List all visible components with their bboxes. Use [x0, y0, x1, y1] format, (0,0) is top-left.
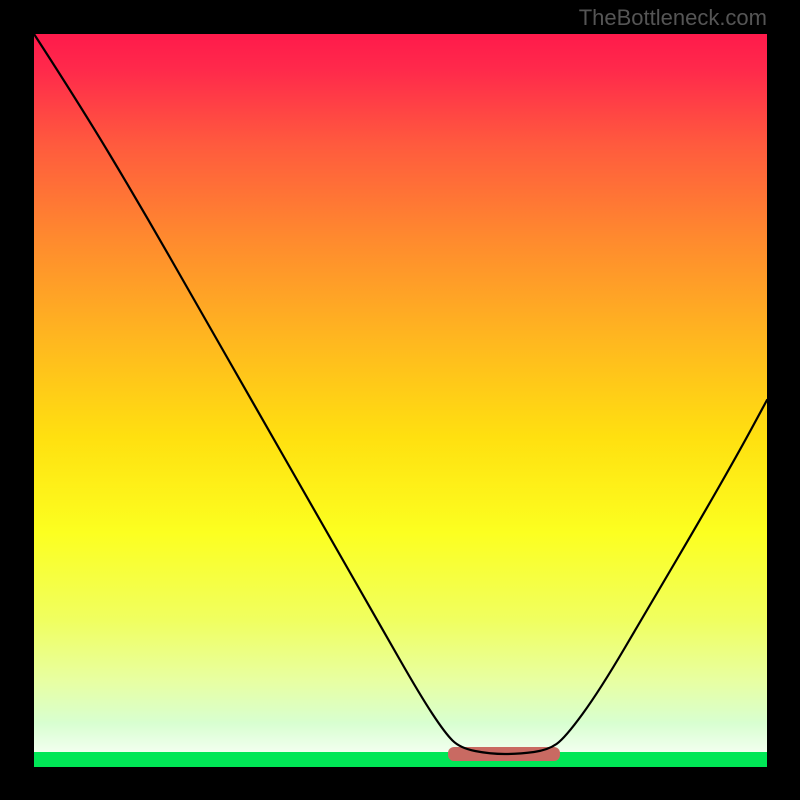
- chart-canvas: TheBottleneck.com: [0, 0, 800, 800]
- watermark-text: TheBottleneck.com: [579, 5, 767, 31]
- bottleneck-curve: [0, 0, 800, 800]
